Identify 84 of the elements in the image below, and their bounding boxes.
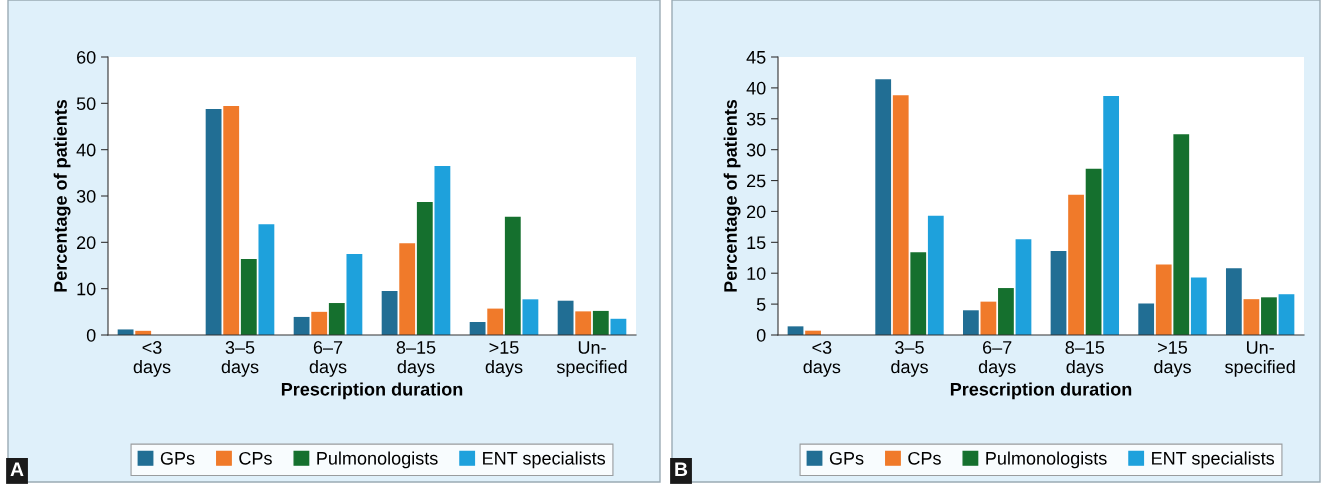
legend-label: CPs: [239, 451, 272, 465]
text: B: [675, 462, 688, 476]
bar: [927, 215, 944, 335]
y-tick-label: 45: [746, 51, 766, 64]
y-tick-label: 50: [76, 97, 96, 111]
y-axis-title: Percentage of patients: [723, 99, 741, 292]
x-tick-label: <3 days: [133, 341, 171, 377]
bar: [1103, 95, 1120, 335]
y-tick-label: 10: [747, 267, 766, 280]
y-tick-label: 0: [86, 328, 96, 342]
bar: [980, 301, 997, 335]
bar: [346, 253, 363, 335]
y-tick-label: 15: [747, 236, 766, 250]
bar: [381, 290, 398, 335]
y-tick-label: 40: [746, 81, 766, 95]
x-tick-label: 3–5 days: [891, 341, 928, 377]
bar: [399, 243, 416, 335]
y-tick-label: 35: [746, 112, 766, 126]
bar: [1015, 239, 1032, 335]
bar: [487, 308, 504, 335]
bar: [610, 318, 627, 335]
y-tick-label: 5: [756, 298, 766, 311]
text: A: [10, 462, 24, 476]
bar: [1050, 250, 1067, 335]
legend-label: GPs: [829, 451, 864, 465]
bar: [223, 106, 240, 335]
y-tick-label: 10: [77, 282, 96, 296]
bar: [416, 202, 433, 335]
bar: [1138, 303, 1155, 335]
y-tick-label: 60: [77, 50, 96, 64]
bar: [258, 224, 275, 335]
x-tick-label: Un- specified: [556, 341, 627, 377]
y-tick-label: 0: [756, 328, 766, 342]
legend-label: ENT specialists: [1152, 451, 1275, 469]
y-tick-label: 20: [77, 236, 96, 250]
bar: [469, 322, 486, 335]
y-tick-label: 25: [747, 174, 766, 188]
bar: [998, 288, 1014, 335]
bar: [1243, 299, 1260, 335]
bar: [434, 165, 451, 335]
bar: [1068, 194, 1084, 335]
x-tick-label: >15 days: [485, 341, 523, 377]
x-tick-label: <3 days: [803, 341, 841, 377]
x-tick-label: 6–7 days: [309, 341, 347, 377]
x-axis-title: Prescription duration: [950, 382, 1132, 400]
x-tick-label: 8–15 days: [396, 341, 436, 377]
x-tick-label: >15 days: [1154, 341, 1191, 377]
bar: [875, 79, 892, 335]
bar: [293, 316, 310, 335]
bar: [910, 252, 927, 335]
y-tick-label: 30: [746, 143, 766, 157]
y-tick-label: 20: [747, 205, 766, 219]
bar: [1225, 268, 1242, 335]
bar: [592, 310, 609, 335]
bar: [1155, 264, 1172, 335]
bar: [1085, 168, 1102, 335]
bar: [522, 299, 539, 335]
x-tick-label: 8–15 days: [1065, 341, 1105, 377]
bar: [1190, 277, 1207, 335]
x-tick-label: 3–5 days: [221, 341, 259, 377]
bar: [328, 303, 345, 335]
bar: [1278, 294, 1295, 335]
bar: [962, 310, 979, 335]
legend-label: ENT specialists: [483, 451, 606, 469]
bar: [117, 329, 134, 335]
bar: [557, 300, 574, 335]
bar: [1261, 297, 1277, 335]
bar: [575, 311, 592, 335]
legend-label: GPs: [160, 451, 195, 465]
legend-label: CPs: [908, 451, 941, 465]
bar: [205, 108, 222, 335]
bar: [311, 311, 328, 335]
y-axis-title: Percentage of patients: [53, 99, 71, 292]
y-tick-label: 40: [76, 143, 96, 157]
bar: [892, 95, 909, 335]
bar: [1173, 134, 1190, 335]
legend-label: Pulmonologists: [317, 451, 438, 469]
x-axis-title: Prescription duration: [281, 382, 463, 400]
x-tick-label: 6–7 days: [978, 341, 1016, 377]
legend-label: Pulmonologists: [986, 451, 1107, 469]
y-tick-label: 30: [76, 189, 96, 203]
bar: [504, 216, 521, 335]
x-tick-label: Un- specified: [1225, 341, 1295, 377]
bar: [240, 259, 257, 335]
